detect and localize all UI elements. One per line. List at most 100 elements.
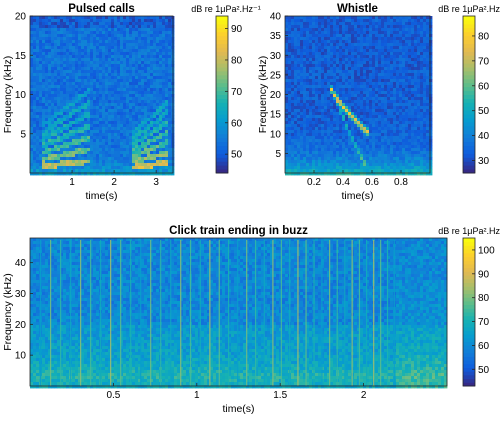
click-line — [70, 240, 72, 386]
click-line — [380, 240, 382, 386]
colorbar-tick-label: 70 — [231, 87, 243, 98]
colorbar-tick-label: 70 — [478, 56, 490, 67]
colorbar-tick-label: 80 — [231, 55, 243, 66]
spectrogram-image — [285, 16, 433, 176]
click-line — [170, 240, 172, 386]
y-axis-label: Frequency (kHz) — [2, 273, 14, 351]
x-tick-label: 1 — [69, 177, 75, 188]
click-line — [199, 240, 201, 386]
spectrogram-panel-1: 1 2 3 5 10 15 20 Pulsed calls time(s) Frequency (… — [2, 3, 261, 202]
click-line — [60, 240, 62, 386]
click-line — [373, 240, 375, 386]
chart-title: Pulsed calls — [68, 3, 134, 15]
colorbar-tick-label: 70 — [478, 317, 490, 328]
x-tick-label: 0.8 — [394, 177, 408, 188]
colorbar-tick-label: 40 — [478, 131, 490, 142]
click-line — [386, 240, 389, 386]
click-line — [160, 240, 162, 386]
x-tick-label: 2 — [111, 177, 117, 188]
colorbar-tick-label: 90 — [478, 269, 490, 280]
colorbar-label: dB re 1μPa².Hz⁻¹ — [438, 4, 500, 14]
click-line — [280, 240, 282, 386]
click-line — [297, 240, 299, 386]
y-tick-label: 20 — [270, 90, 282, 101]
click-line — [227, 240, 230, 386]
y-tick-label: 30 — [15, 289, 27, 300]
click-line — [336, 240, 338, 386]
colorbar: 50 60 70 80 90 dB re 1μPa².Hz⁻¹ — [191, 4, 261, 174]
y-tick-label: 15 — [270, 110, 282, 121]
click-line — [237, 240, 239, 386]
spectrogram-panel-3: 0.5 1 1.5 2 10 20 30 40 Click train ending in bu… — [2, 225, 500, 415]
click-line — [80, 240, 82, 386]
y-tick-label: 20 — [15, 12, 27, 23]
click-line — [351, 240, 353, 386]
y-tick-label: 30 — [270, 51, 282, 62]
click-line — [130, 240, 132, 386]
click-line — [90, 240, 92, 386]
x-tick-label: 2 — [361, 390, 367, 401]
click-line — [305, 240, 307, 386]
click-line — [321, 240, 323, 386]
colorbar-tick-label: 90 — [231, 24, 243, 35]
click-line — [313, 240, 315, 386]
click-line — [254, 240, 257, 386]
colorbar: 50 60 70 80 90 100 dB re 1μPa².Hz⁻¹ — [438, 226, 500, 387]
colorbar-tick-label: 60 — [478, 341, 490, 352]
colorbar-label: dB re 1μPa².Hz⁻¹ — [191, 4, 260, 14]
y-axis-label: Frequency (kHz) — [2, 56, 14, 134]
y-tick-label: 20 — [15, 320, 27, 331]
colorbar-tick-label: 80 — [478, 31, 490, 42]
colorbar-tick-label: 50 — [478, 106, 490, 117]
y-tick-label: 5 — [20, 129, 26, 140]
y-tick-label: 40 — [15, 258, 27, 269]
x-axis-label: time(s) — [341, 190, 373, 202]
y-tick-label: 15 — [15, 51, 27, 62]
x-tick-label: 1 — [194, 390, 200, 401]
colorbar-tick-label: 80 — [478, 293, 490, 304]
click-line — [289, 240, 291, 386]
click-line — [209, 240, 211, 386]
click-line — [180, 240, 182, 386]
click-line — [189, 240, 192, 386]
colorbar-tick-label: 50 — [478, 365, 490, 376]
y-tick-label: 10 — [15, 351, 27, 362]
y-tick-label: 40 — [270, 12, 282, 23]
x-axis-label: time(s) — [85, 190, 117, 202]
y-axis-label: Frequency (kHz) — [257, 56, 269, 134]
colorbar-tick-label: 100 — [478, 245, 495, 256]
click-line — [246, 240, 248, 386]
click-line — [329, 240, 331, 386]
click-line — [393, 240, 395, 386]
colorbar-label: dB re 1μPa².Hz⁻¹ — [438, 226, 500, 236]
x-tick-label: 0.6 — [365, 177, 379, 188]
click-line — [50, 240, 52, 386]
spectrogram-image — [30, 16, 175, 176]
colorbar-tick-label: 30 — [478, 156, 490, 167]
click-line — [366, 240, 368, 386]
click-line — [120, 240, 122, 386]
colorbar-tick-label: 50 — [231, 150, 243, 161]
click-line — [100, 240, 102, 386]
x-tick-label: 0.4 — [336, 177, 350, 188]
y-tick-label: 10 — [270, 129, 282, 140]
x-tick-label: 0.2 — [307, 177, 321, 188]
chart-title: Click train ending in buzz — [169, 225, 308, 237]
spectrogram-image — [30, 238, 448, 389]
axes-box — [29, 237, 448, 387]
y-tick-label: 25 — [270, 70, 282, 81]
chart-title: Whistle — [337, 3, 378, 15]
click-line — [272, 240, 274, 386]
click-line — [110, 240, 112, 386]
click-line — [40, 240, 42, 386]
x-tick-label: 0.5 — [106, 390, 120, 401]
click-lines — [40, 240, 395, 386]
spectrogram-panel-2: 0.2 0.4 0.6 0.8 5 10 15 20 25 30 35 40 Whistle time(s… — [257, 3, 500, 202]
y-tick-label: 10 — [15, 90, 27, 101]
click-line — [218, 240, 220, 386]
y-tick-label: 35 — [270, 31, 282, 42]
click-line — [150, 240, 152, 386]
colorbar: 30 40 50 60 70 80 dB re 1μPa².Hz⁻¹ — [438, 4, 500, 174]
click-line — [344, 240, 346, 386]
